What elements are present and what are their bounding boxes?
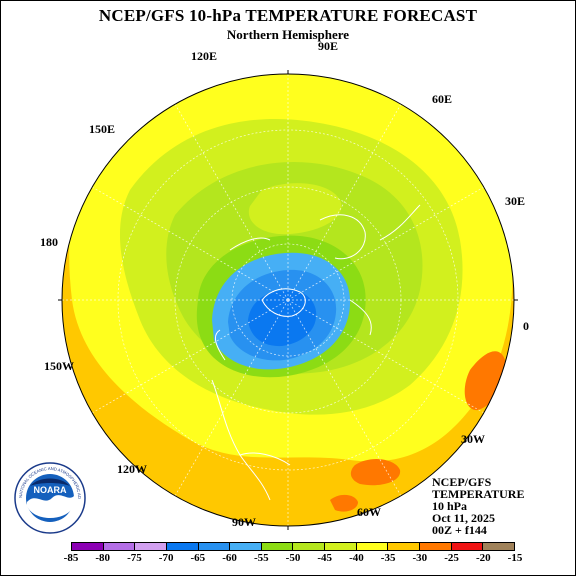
vortex-cold-core	[248, 290, 317, 347]
colorbar-swatch	[356, 543, 389, 550]
info-level: 10 hPa	[432, 499, 468, 513]
colorbar-label: -20	[475, 552, 491, 564]
colorbar-swatch	[451, 543, 484, 550]
lon-label-60e: 60E	[432, 92, 453, 106]
page-subtitle: Northern Hemisphere	[226, 27, 350, 42]
lon-label-30w: 30W	[461, 432, 485, 446]
temperature-field	[62, 74, 514, 526]
warm-anomaly-south	[350, 458, 401, 486]
lon-label-150e: 150E	[89, 122, 116, 136]
colorbar-labels: -85 -80 -75 -70 -65 -60 -55 -50 -45 -40 -35 -30 -25 -…	[64, 552, 523, 566]
info-source: NCEP/GFS	[432, 475, 492, 489]
colorbar-label: -85	[63, 552, 79, 564]
lon-label-30e: 30E	[505, 194, 526, 208]
colorbar-swatch	[135, 543, 167, 550]
colorbar-label: -65	[190, 552, 206, 564]
colorbar-label: -30	[412, 552, 428, 564]
colorbar-label: -80	[95, 552, 111, 564]
colorbar-label: -35	[380, 552, 396, 564]
colorbar-label: -70	[158, 552, 174, 564]
info-variable: TEMPERATURE	[432, 487, 525, 501]
lon-label-180: 180	[40, 235, 58, 249]
colorbar-label: -25	[444, 552, 459, 564]
colorbar-label: -55	[253, 552, 269, 564]
lon-label-60w: 60W	[357, 505, 381, 519]
tick-marks	[58, 70, 518, 530]
colorbar-swatch	[230, 543, 262, 550]
lon-label-90e: 90E	[318, 39, 339, 53]
colorbar-label: -75	[127, 552, 142, 564]
warm-anomaly-south2	[330, 494, 358, 512]
colorbar-swatch	[103, 543, 136, 550]
info-forecast-hour: 00Z + f144	[432, 523, 487, 537]
colorbar-swatch	[483, 543, 514, 550]
lon-label-90w: 90W	[232, 515, 256, 529]
page-title: NCEP/GFS 10-hPa TEMPERATURE FORECAST	[98, 6, 478, 25]
colorbar-swatch	[388, 543, 421, 550]
lon-label-120w: 120W	[117, 462, 147, 476]
graticule	[62, 74, 514, 526]
info-date: Oct 11, 2025	[432, 511, 495, 525]
lon-label-150w: 150W	[44, 359, 74, 373]
colorbar-swatch	[72, 543, 104, 550]
lon-label-0: 0	[523, 319, 529, 333]
lon-label-120e: 120E	[191, 49, 218, 63]
colorbar-swatch	[325, 543, 357, 550]
colorbar-swatch	[261, 543, 294, 550]
coastlines	[211, 204, 421, 501]
colorbar-swatch	[166, 543, 199, 550]
colorbar-label: -40	[349, 552, 364, 564]
colorbar-label: -15	[507, 552, 523, 564]
colorbar-label: -50	[285, 552, 301, 564]
colorbar-swatch	[420, 543, 452, 550]
colorbar-label: -60	[222, 552, 237, 564]
colorbar-label: -45	[317, 552, 333, 564]
colorbar-swatch	[293, 543, 326, 550]
colorbar-swatch	[198, 543, 231, 550]
warm-pocket	[248, 183, 342, 235]
noaa-logo: NOARA NATIONAL OCEANIC AND ATMOSPHERIC A…	[14, 462, 86, 534]
colorbar	[71, 542, 515, 551]
noaa-logo-text: NOARA	[34, 485, 67, 495]
